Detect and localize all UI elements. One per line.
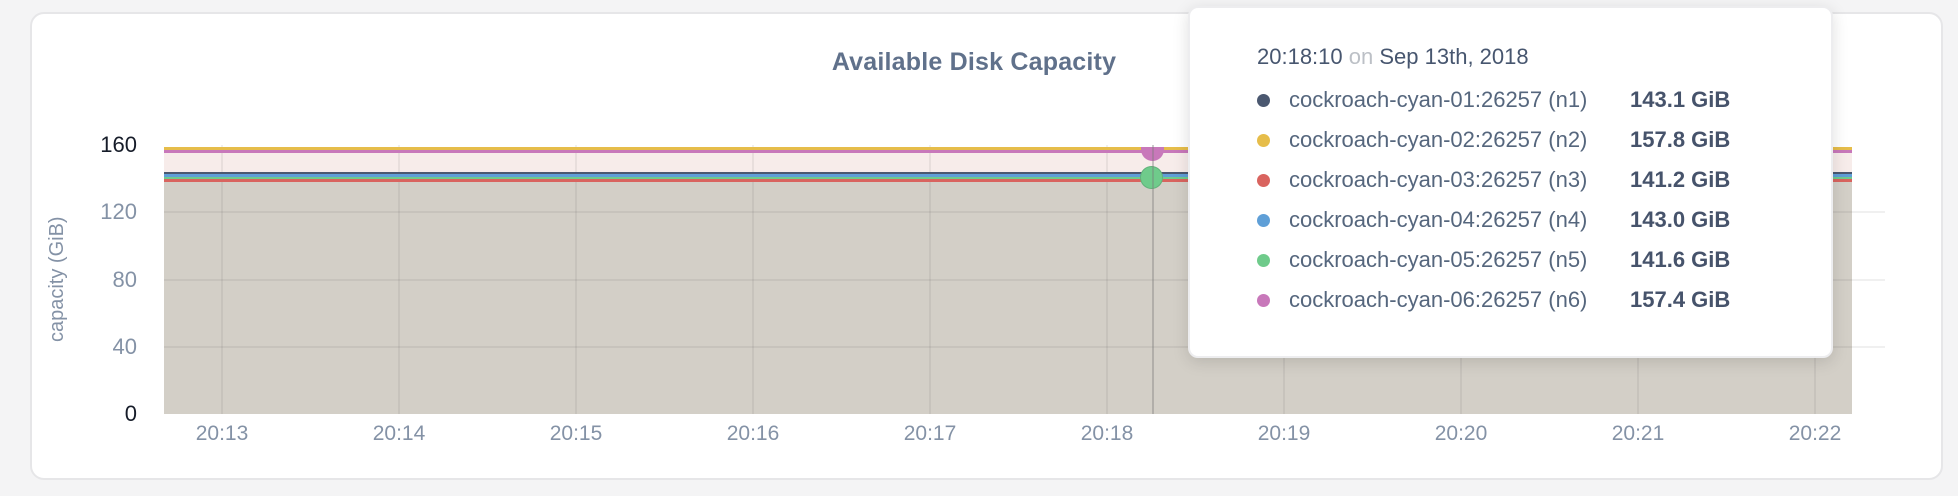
tooltip-series-name: cockroach-cyan-04:26257 (n4) <box>1289 207 1588 232</box>
gridline-vertical <box>752 145 754 414</box>
gridline-horizontal <box>164 211 1885 214</box>
series-line-n6 <box>164 149 1852 153</box>
series-line-n1 <box>164 171 1852 175</box>
x-tick-label: 20:16 <box>726 422 780 445</box>
series-color-dot <box>1257 173 1270 187</box>
y-tick-label: 160 <box>100 132 137 157</box>
gridline-vertical <box>398 145 400 414</box>
tooltip-series-name: cockroach-cyan-01:26257 (n1) <box>1289 87 1588 112</box>
y-tick-label: 80 <box>112 266 137 292</box>
gridline-vertical <box>1106 145 1108 414</box>
series-line-n4 <box>164 174 1852 178</box>
tooltip-series-value: 141.6 GiB <box>1630 247 1731 272</box>
tooltip-rows: cockroach-cyan-01:26257 (n1) 143.1 GiB coc… <box>1257 80 1801 320</box>
series-color-dot <box>1257 293 1270 307</box>
gridline-horizontal <box>164 278 1885 281</box>
series-color-dot <box>1257 93 1270 107</box>
x-tick-label: 20:22 <box>1788 422 1842 445</box>
series-color-dot <box>1257 133 1270 147</box>
tooltip-series-name: cockroach-cyan-05:26257 (n5) <box>1289 247 1588 272</box>
x-tick-label: 20:17 <box>903 422 957 445</box>
x-tick-label: 20:15 <box>549 422 603 445</box>
tooltip-time: 20:18:10 <box>1257 44 1343 69</box>
tooltip-date: Sep 13th, 2018 <box>1379 44 1529 69</box>
tooltip-series-name: cockroach-cyan-02:26257 (n2) <box>1289 127 1588 152</box>
x-tick-label: 20:21 <box>1611 422 1665 445</box>
gridline-horizontal <box>164 345 1885 348</box>
tooltip-row: cockroach-cyan-01:26257 (n1) 143.1 GiB <box>1257 80 1801 120</box>
series-line-n3 <box>164 179 1852 183</box>
y-tick-label: 40 <box>112 333 137 359</box>
series-color-dot <box>1257 213 1270 227</box>
tooltip-row: cockroach-cyan-03:26257 (n3) 141.2 GiB <box>1257 160 1801 200</box>
tooltip-series-value: 157.8 GiB <box>1630 127 1731 152</box>
tooltip-series-name: cockroach-cyan-03:26257 (n3) <box>1289 167 1588 192</box>
tooltip-row: cockroach-cyan-05:26257 (n5) 141.6 GiB <box>1257 240 1801 280</box>
gridline-vertical <box>575 145 577 414</box>
series-line-n2 <box>164 147 1852 151</box>
tooltip-row: cockroach-cyan-04:26257 (n4) 143.0 GiB <box>1257 200 1801 240</box>
hover-dot-n6 <box>1140 147 1164 162</box>
y-tick-label: 0 <box>124 401 137 426</box>
x-tick-label: 20:14 <box>372 422 426 445</box>
hover-dot-n5 <box>1140 166 1163 190</box>
x-tick-label: 20:13 <box>195 422 249 445</box>
tooltip-row: cockroach-cyan-02:26257 (n2) 157.8 GiB <box>1257 120 1801 160</box>
tooltip-header: 20:18:10 on Sep 13th, 2018 <box>1257 44 1801 70</box>
gridline-vertical <box>929 145 931 414</box>
tooltip-series-name: cockroach-cyan-06:26257 (n6) <box>1289 287 1588 312</box>
gridline-vertical <box>221 145 223 414</box>
tooltip-row: cockroach-cyan-06:26257 (n6) 157.4 GiB <box>1257 280 1801 320</box>
tooltip-conjunction: on <box>1348 44 1374 69</box>
x-tick-label: 20:18 <box>1080 422 1134 445</box>
x-tick-label: 20:20 <box>1434 422 1488 445</box>
hover-guide-line <box>1152 145 1154 414</box>
tooltip-series-value: 157.4 GiB <box>1630 287 1731 312</box>
y-tick-label: 120 <box>100 199 137 225</box>
hover-tooltip: 20:18:10 on Sep 13th, 2018 cockroach-cya… <box>1188 6 1833 358</box>
tooltip-series-value: 141.2 GiB <box>1630 167 1731 192</box>
series-color-dot <box>1257 253 1270 267</box>
x-tick-label: 20:19 <box>1257 422 1311 445</box>
tooltip-series-value: 143.1 GiB <box>1630 87 1731 112</box>
chart-title: Available Disk Capacity <box>831 48 1117 76</box>
tooltip-series-value: 143.0 GiB <box>1630 207 1731 232</box>
series-line-n5 <box>164 176 1852 180</box>
